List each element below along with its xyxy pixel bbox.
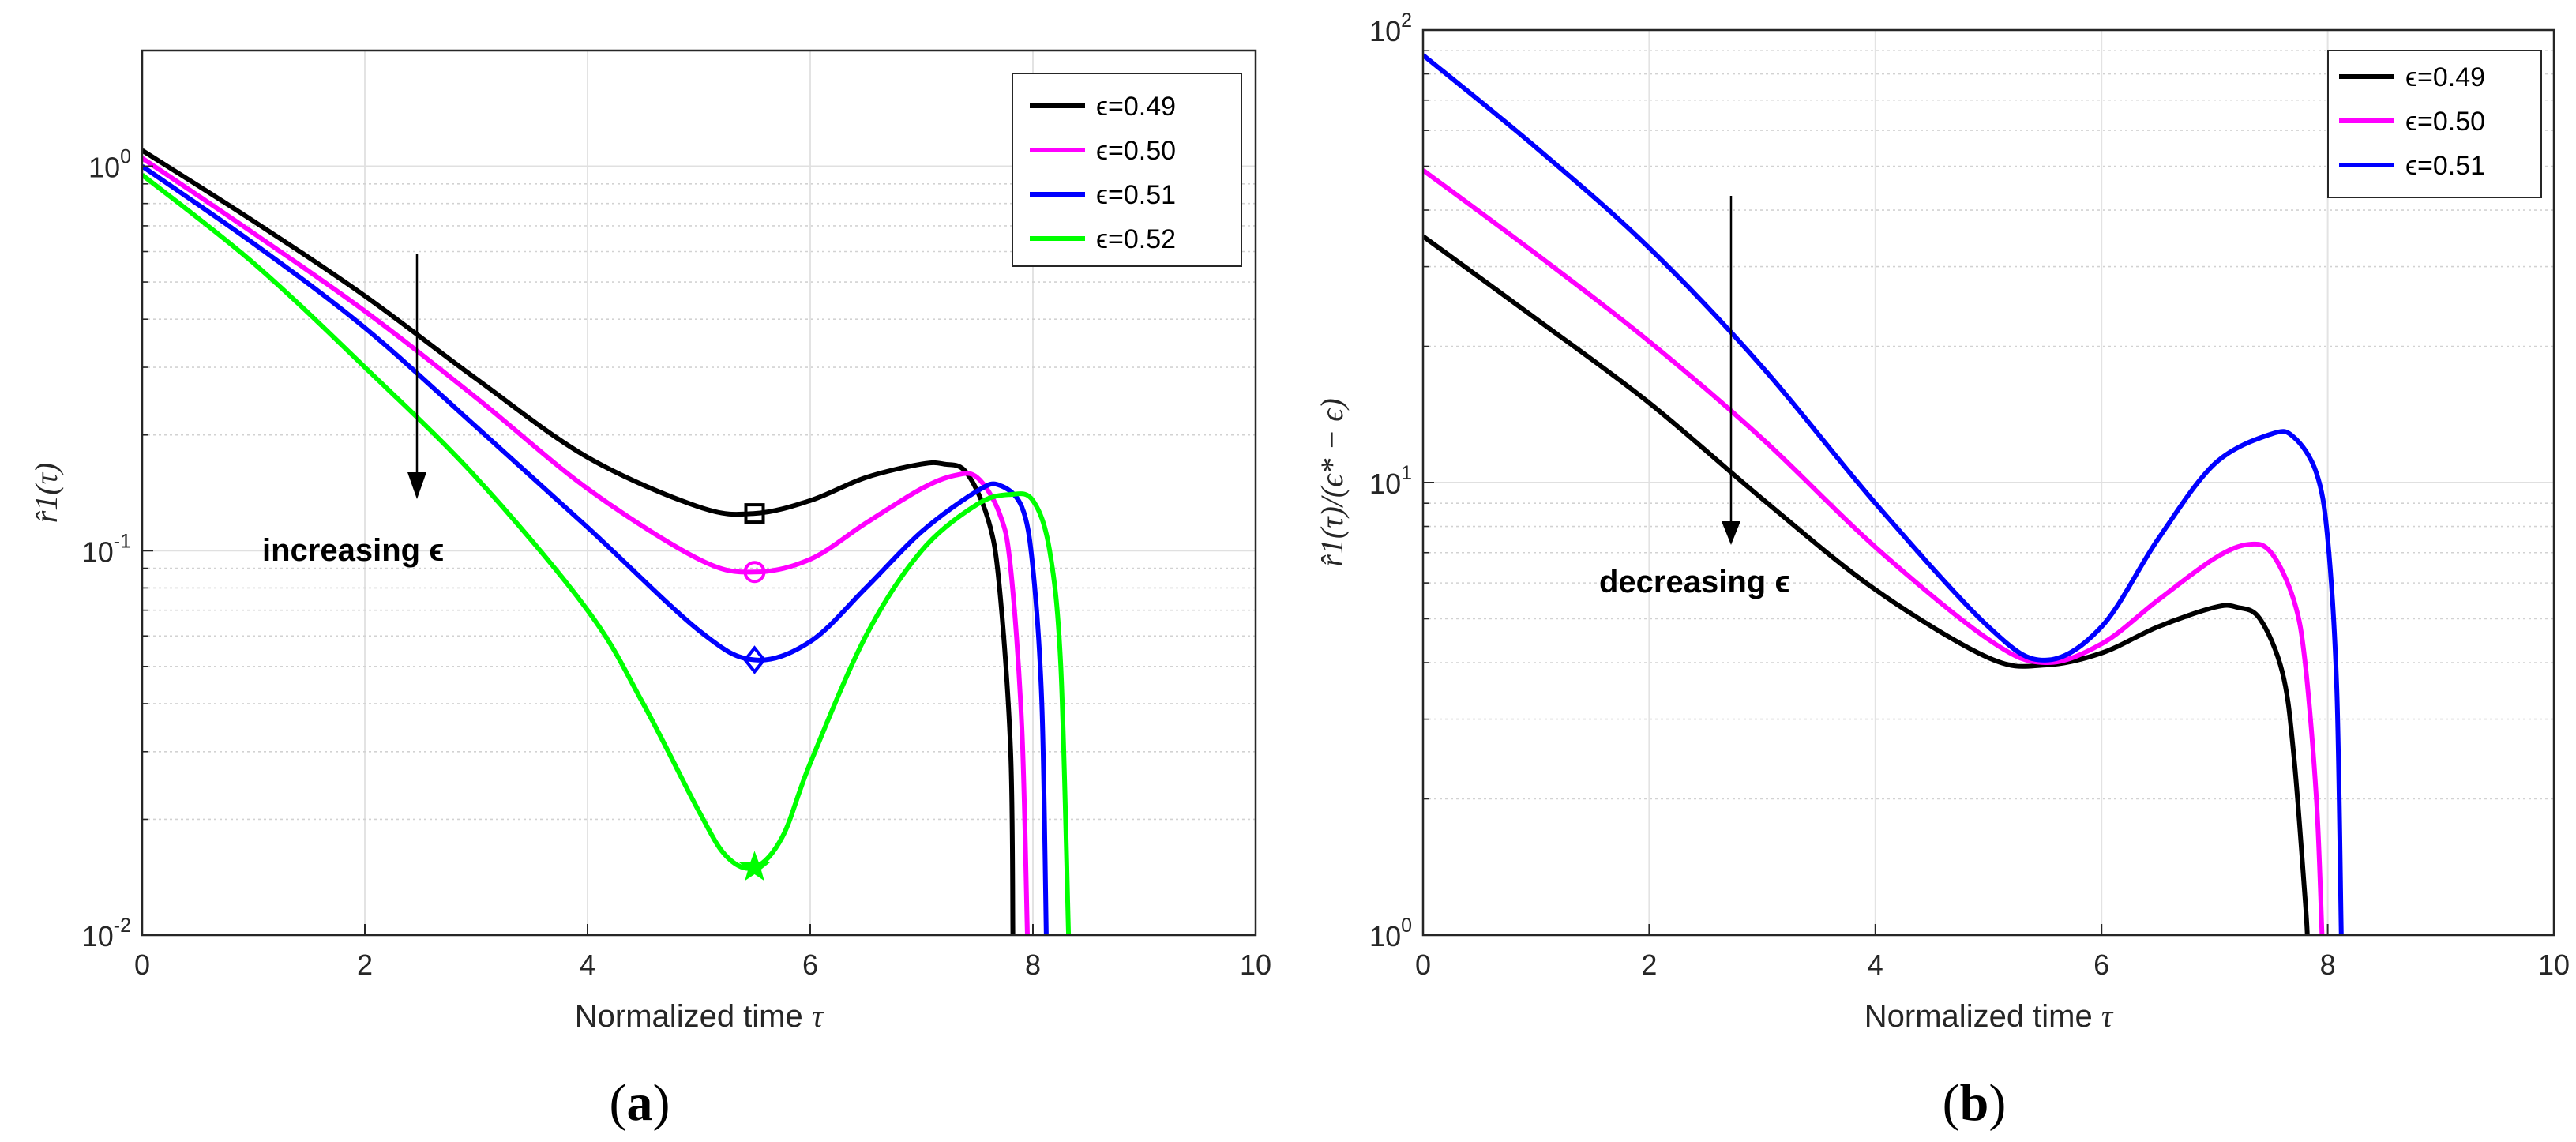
- chart-a-legend: ϵ=0.49 ϵ=0.50 ϵ=0.51 ϵ=0.52: [1012, 73, 1242, 267]
- series-line-ϵ=0.50: [1423, 168, 2325, 935]
- chart-b-annotation: decreasing ϵ: [1599, 196, 1789, 599]
- x-tick-label: 2: [357, 949, 373, 981]
- legend-label: ϵ=0.50: [1096, 136, 1176, 166]
- chart-a-x-ticks: 0 2 4 6 8 10: [134, 924, 1271, 981]
- x-tick-label: 2: [1641, 949, 1657, 981]
- x-tick-label: 0: [1415, 949, 1431, 981]
- y-tick-label: 10-2: [82, 915, 131, 952]
- legend-label: ϵ=0.49: [2405, 62, 2485, 92]
- series-marker-star: [738, 851, 771, 881]
- chart-b: 0 2 4 6 8 10 100 101 102 Normalized time τ r̂1(…: [1314, 9, 2570, 1132]
- series-line-ϵ=0.49: [1423, 234, 2310, 935]
- series-line-ϵ=0.52: [142, 173, 1072, 935]
- x-tick-label: 10: [1240, 949, 1271, 981]
- panel-label-a: (a): [610, 1074, 670, 1132]
- y-tick-label: 102: [1369, 9, 1412, 47]
- panel-label-b: (b): [1943, 1074, 2007, 1132]
- series-marker-circle: [743, 561, 766, 584]
- chart-b-y-axis-label: r̂1(τ)/(ϵ* − ϵ): [1314, 398, 1350, 567]
- series-line-ϵ=0.51: [1423, 53, 2344, 935]
- legend-label: ϵ=0.51: [1096, 180, 1176, 210]
- chart-a-series: [142, 148, 1072, 935]
- x-tick-label: 4: [1868, 949, 1883, 981]
- x-tick-label: 6: [802, 949, 818, 981]
- chart-b-x-axis-label: Normalized time τ: [1864, 998, 2114, 1034]
- y-tick-label: 100: [1369, 915, 1412, 952]
- legend-label: ϵ=0.52: [1096, 224, 1176, 254]
- y-tick-label: 101: [1369, 462, 1412, 500]
- chart-a-frame: [141, 49, 1257, 937]
- chart-b-legend: ϵ=0.49 ϵ=0.50 ϵ=0.51: [2327, 50, 2542, 198]
- chart-b-y-ticks: 100 101 102: [1369, 9, 1434, 952]
- chart-a: 0 2 4 6 8 10 10-2 10-1 100 Normalized time τ r̂…: [28, 49, 1271, 1132]
- chart-a-x-axis-label: Normalized time τ: [575, 998, 824, 1034]
- series-marker-diamond: [742, 645, 767, 674]
- x-tick-label: 0: [134, 949, 150, 981]
- x-tick-label: 8: [1025, 949, 1041, 981]
- legend-label: ϵ=0.51: [2405, 151, 2485, 181]
- series-line-ϵ=0.49: [142, 148, 1016, 935]
- series-line-ϵ=0.51: [142, 164, 1049, 935]
- series-marker-square: [744, 503, 765, 524]
- series-line-ϵ=0.50: [142, 156, 1030, 935]
- annotation-text-a: increasing ϵ: [262, 533, 444, 568]
- y-tick-label: 10-1: [82, 530, 131, 568]
- chart-a-y-axis-label: r̂1(τ): [28, 463, 64, 524]
- arrow-head-icon: [407, 472, 426, 499]
- x-tick-label: 6: [2093, 949, 2109, 981]
- x-tick-label: 10: [2538, 949, 2570, 981]
- y-tick-label: 100: [88, 146, 131, 184]
- legend-label: ϵ=0.50: [2405, 107, 2485, 137]
- x-tick-label: 8: [2320, 949, 2336, 981]
- chart-b-series: [1423, 53, 2344, 935]
- arrow-head-icon: [1722, 521, 1740, 545]
- annotation-text-b: decreasing ϵ: [1599, 565, 1789, 599]
- x-tick-label: 4: [580, 949, 595, 981]
- chart-b-x-ticks: 0 2 4 6 8 10: [1415, 924, 2570, 981]
- legend-label: ϵ=0.49: [1096, 92, 1176, 122]
- chart-a-annotation: increasing ϵ: [262, 254, 444, 568]
- chart-a-y-ticks: 10-2 10-1 100: [82, 146, 153, 952]
